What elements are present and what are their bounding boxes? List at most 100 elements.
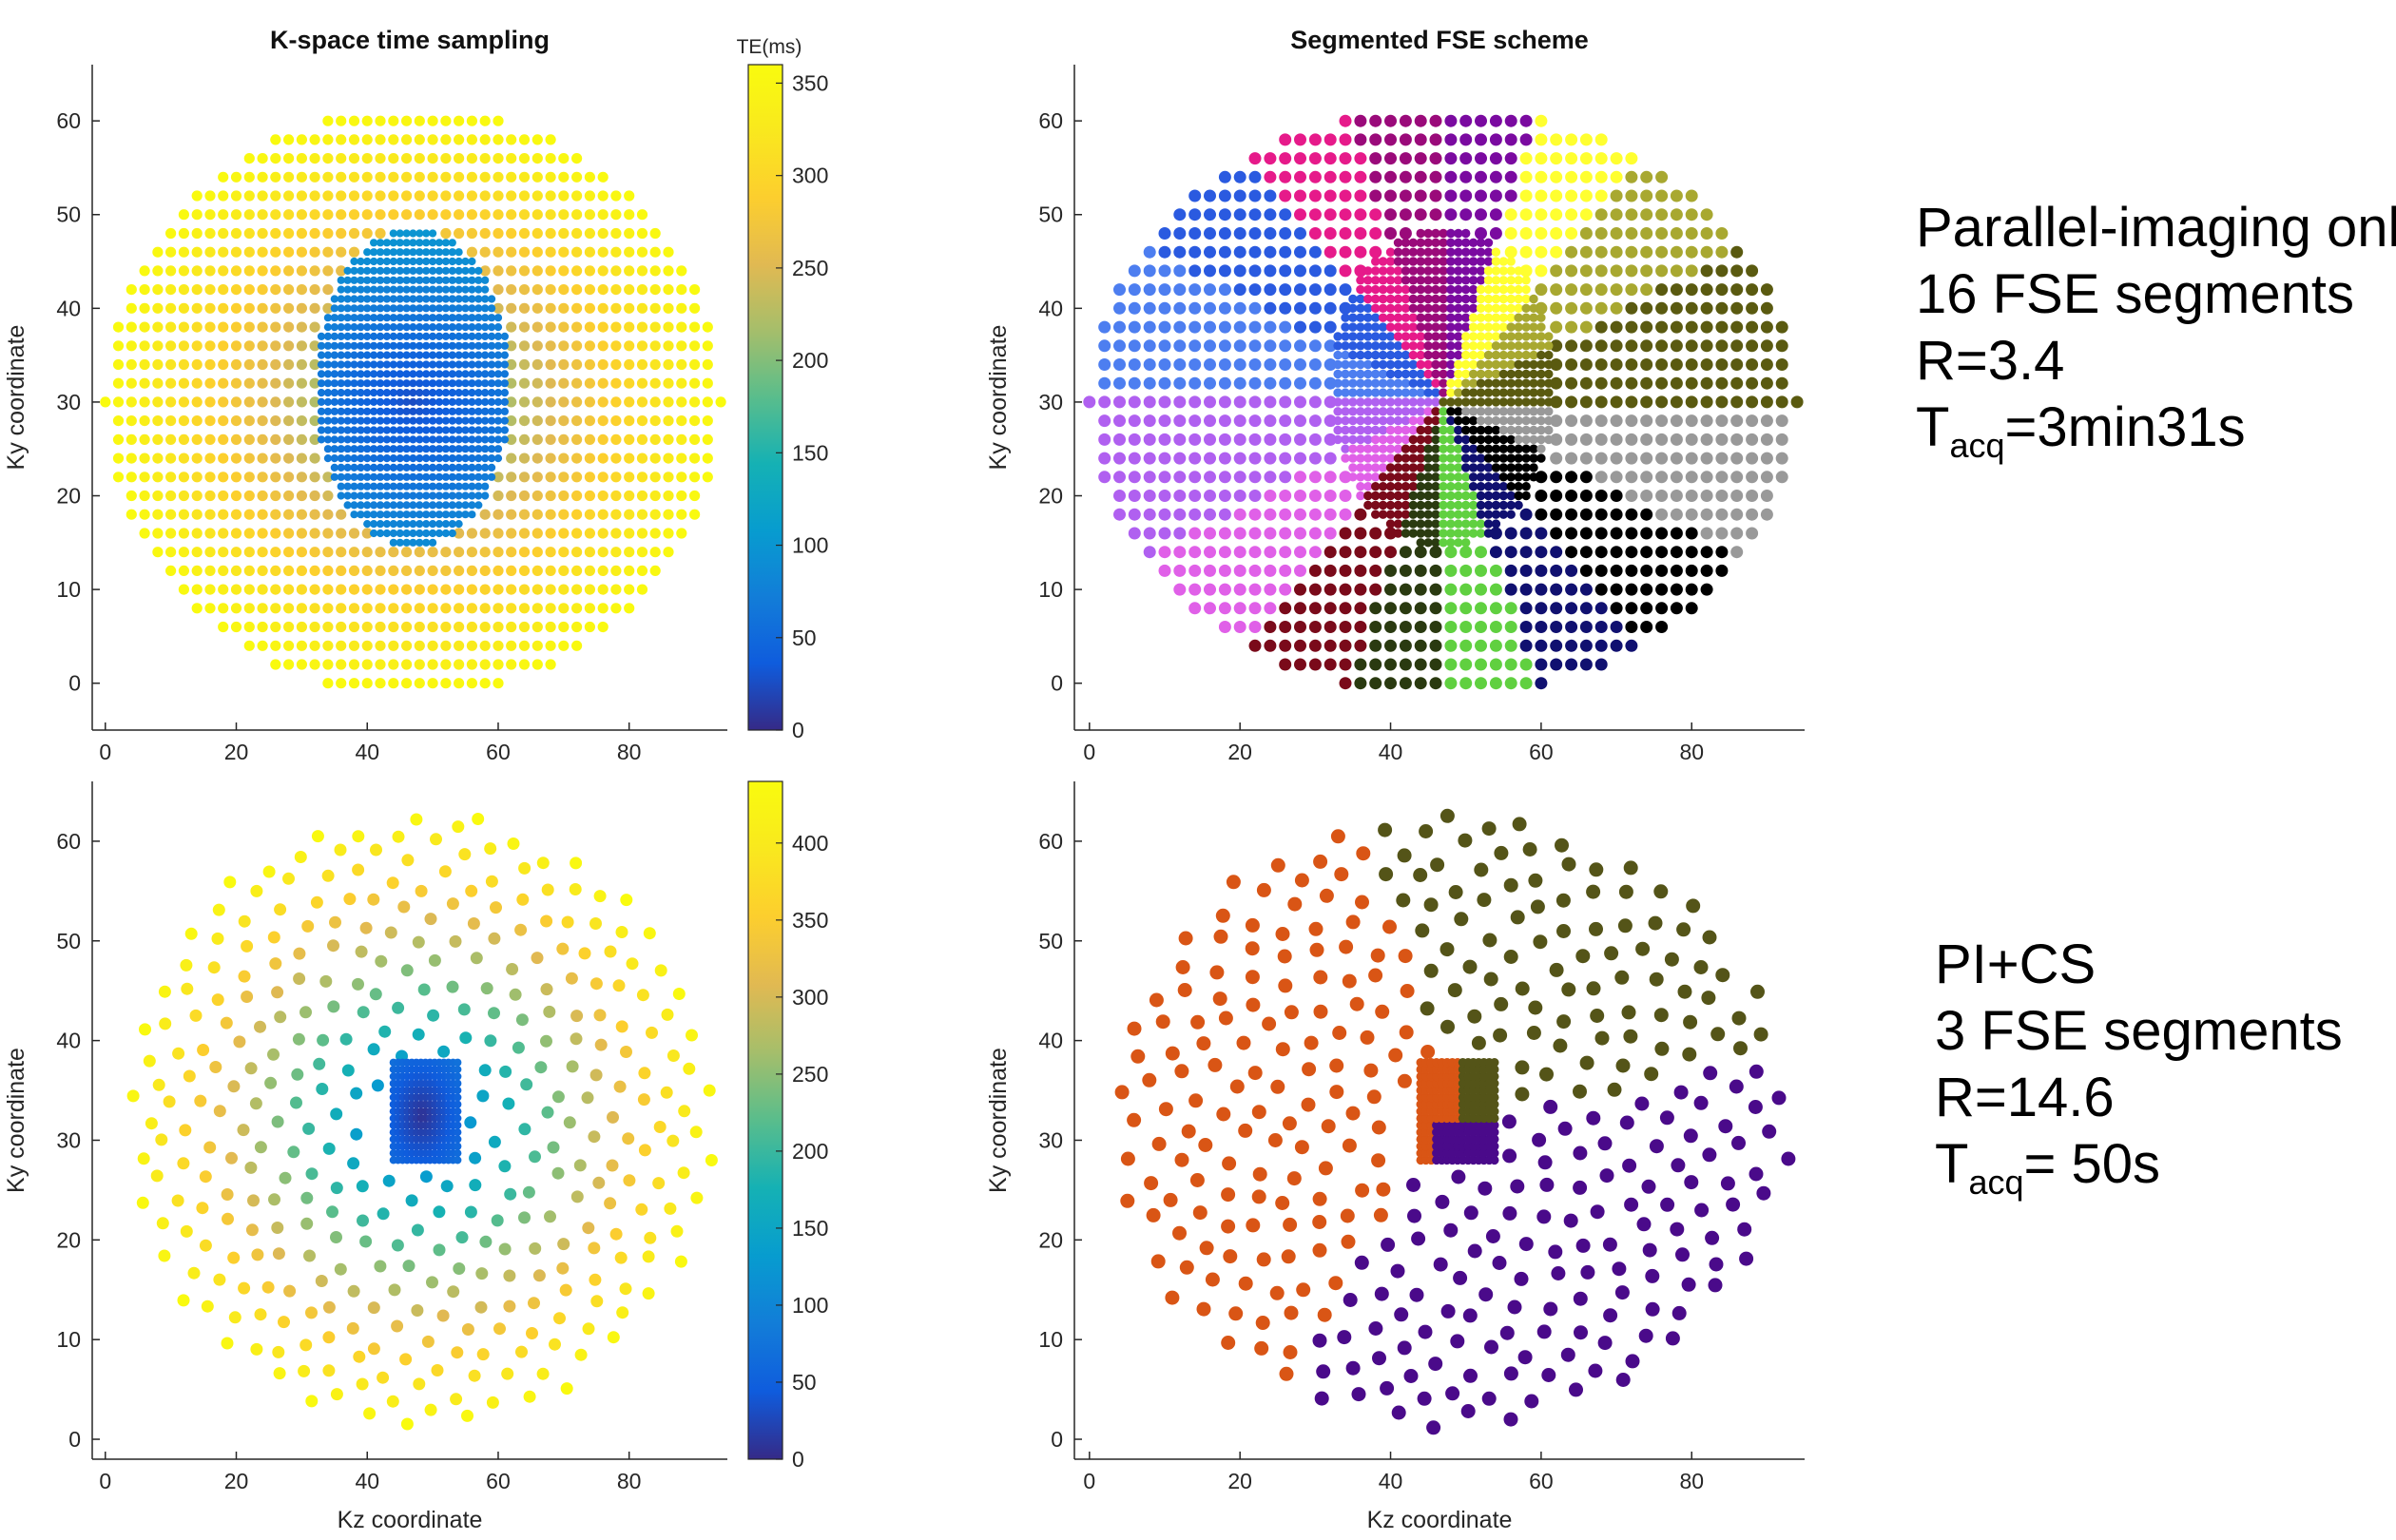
data-point [454,1079,462,1088]
data-point [347,1157,360,1170]
data-point [257,396,268,408]
data-point [1173,564,1187,577]
data-point [1459,583,1473,596]
data-point [474,285,483,294]
data-point [361,621,373,633]
data-point [337,463,345,472]
data-point [321,869,335,882]
data-point [1401,529,1411,538]
data-point [1491,425,1501,435]
data-point [531,415,543,427]
data-point [1529,313,1538,322]
data-point [429,266,437,275]
data-point [1143,339,1156,353]
data-point [1590,1204,1605,1220]
data-point [382,1174,396,1187]
data-point [330,416,338,425]
data-point [506,246,517,258]
data-point [350,454,358,463]
data-point [363,341,372,350]
data-point [448,323,456,332]
data-point [1623,860,1638,876]
data-point [454,584,465,595]
data-point [488,379,496,388]
data-point [448,501,456,510]
data-point [481,491,490,500]
data-point [1308,227,1322,240]
data-point [1483,972,1498,987]
data-point [461,463,470,472]
data-point [1506,434,1516,445]
data-point [1446,538,1456,548]
data-point [414,547,425,558]
data-point [257,246,268,258]
data-point [1462,1308,1478,1323]
data-point [309,472,320,483]
data-point [1401,303,1411,313]
colorbar-tick-label: 350 [792,908,828,933]
data-point [518,490,531,502]
data-point [1535,264,1548,278]
data-point [1506,266,1516,276]
data-point [1519,583,1533,596]
data-point [571,227,583,240]
data-point [435,407,444,415]
data-point [481,341,490,350]
data-point [1625,208,1638,221]
data-point [589,1068,603,1082]
data-point [221,1337,234,1350]
data-point [389,510,397,519]
data-point [409,472,417,481]
data-point [1579,170,1593,183]
data-point [257,472,268,483]
data-point [350,426,358,434]
data-point [375,209,386,221]
data-point [270,528,281,539]
data-point [1640,527,1653,540]
data-point [624,209,635,221]
data-point [1550,227,1563,240]
data-point [663,452,674,464]
data-point [690,1191,704,1204]
data-point [1248,452,1262,465]
data-point [1625,414,1638,428]
data-point [1414,133,1427,146]
data-point [1461,444,1471,453]
data-point [435,482,444,491]
data-point [518,640,531,651]
data-point [547,1141,560,1154]
data-point [558,227,570,240]
data-point [1655,245,1669,259]
data-point [544,1210,556,1223]
data-point [1519,114,1533,127]
data-point [1401,247,1411,257]
data-point [1337,1330,1352,1345]
data-point [1385,378,1396,388]
data-point [1760,471,1773,484]
data-point [382,529,391,538]
data-point [1468,276,1478,285]
data-point [1649,972,1664,987]
data-point [461,370,470,378]
data-point [1610,639,1623,652]
data-point [1113,283,1126,297]
data-point [493,351,503,359]
data-point [376,454,385,463]
data-point [702,358,713,371]
data-point [558,209,570,221]
data-point [296,603,307,614]
data-point [1610,264,1623,278]
data-point [323,407,332,415]
data-point [1535,639,1548,652]
data-point [357,407,365,415]
data-point [1565,433,1578,446]
data-point [1188,189,1202,202]
data-point [518,227,531,240]
data-point [322,265,334,277]
data-point [1677,984,1692,999]
data-point [597,358,609,371]
data-point [1431,444,1440,453]
data-point [1522,842,1537,857]
data-point [481,323,490,332]
data-point [1416,482,1425,491]
